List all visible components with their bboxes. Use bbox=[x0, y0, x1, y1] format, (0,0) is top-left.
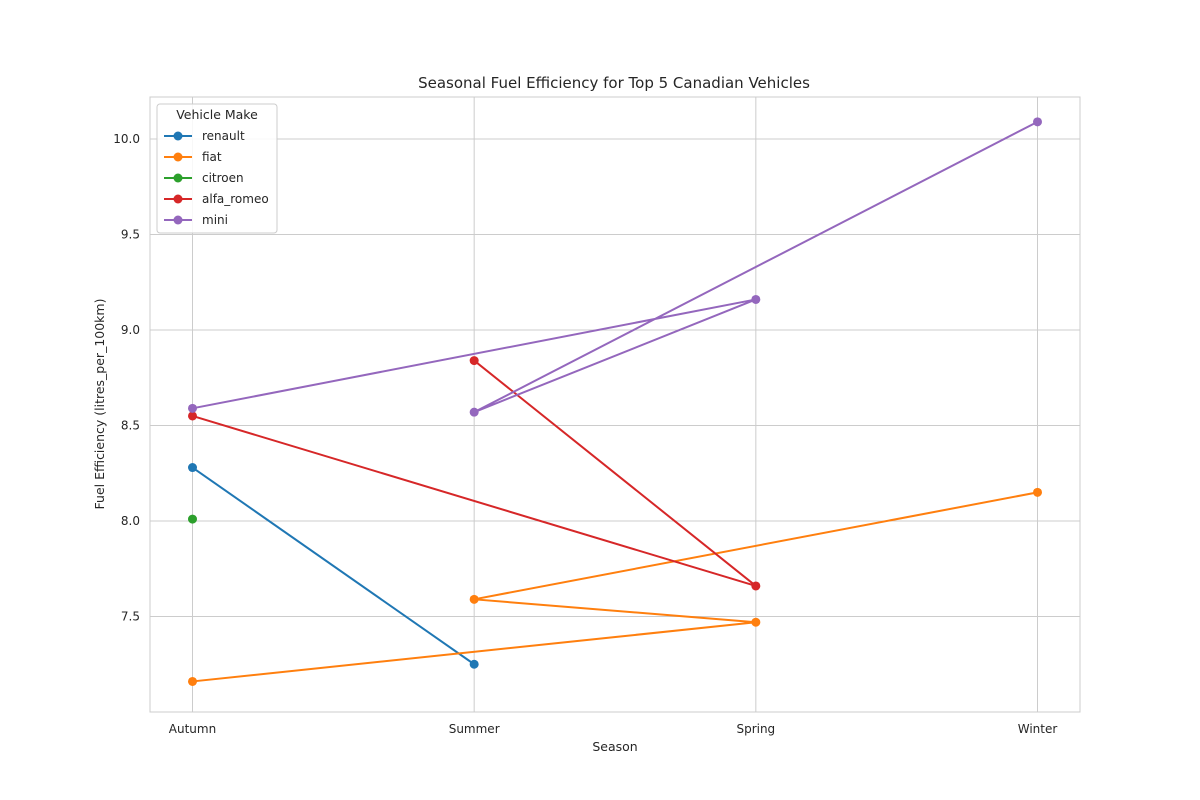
legend-label-mini: mini bbox=[202, 213, 228, 227]
x-tick-label: Winter bbox=[1018, 722, 1058, 736]
series-line-fiat bbox=[192, 491, 1038, 683]
y-tick-label: 8.5 bbox=[121, 419, 140, 433]
legend-marker-mini bbox=[173, 215, 183, 225]
series-citroen bbox=[188, 514, 197, 524]
legend-marker-alfa_romeo bbox=[173, 194, 183, 204]
legend-label-citroen: citroen bbox=[202, 171, 244, 185]
grid bbox=[150, 97, 1080, 712]
series-line-renault bbox=[191, 466, 475, 666]
data-point-fiat bbox=[188, 676, 197, 686]
y-tick-label: 8.0 bbox=[121, 514, 140, 528]
chart-title: Seasonal Fuel Efficiency for Top 5 Canad… bbox=[418, 74, 810, 92]
plot-area bbox=[149, 96, 1081, 713]
data-point-mini bbox=[1033, 117, 1042, 127]
x-axis-ticks: Autumn Summer Spring Winter bbox=[169, 722, 1058, 736]
legend-marker-fiat bbox=[173, 152, 183, 162]
legend: Vehicle Make renault fiat citroen alfa_rome… bbox=[156, 103, 278, 234]
x-tick-label: Autumn bbox=[169, 722, 216, 736]
data-point-alfa_romeo bbox=[751, 581, 761, 591]
legend-marker-renault bbox=[173, 131, 183, 141]
x-tick-label: Summer bbox=[449, 722, 500, 736]
legend-label-renault: renault bbox=[202, 129, 245, 143]
y-tick-label: 9.0 bbox=[121, 323, 140, 337]
data-point-fiat bbox=[751, 617, 761, 627]
series-alfa_romeo bbox=[188, 356, 761, 591]
legend-label-fiat: fiat bbox=[202, 150, 222, 164]
y-axis-ticks: 7.5 8.0 8.5 9.0 9.5 10.0 bbox=[113, 132, 140, 623]
y-tick-label: 10.0 bbox=[113, 132, 140, 146]
legend-title: Vehicle Make bbox=[176, 107, 258, 122]
series-fiat bbox=[188, 487, 1042, 686]
y-axis-label: Fuel Efficiency (litres_per_100km) bbox=[92, 299, 107, 510]
data-point-mini bbox=[188, 403, 197, 413]
series-renault bbox=[188, 463, 479, 669]
data-point-alfa_romeo bbox=[188, 411, 197, 421]
data-point-fiat bbox=[1033, 487, 1042, 497]
series-mini bbox=[188, 117, 1042, 417]
x-axis-label: Season bbox=[592, 739, 637, 754]
data-point-mini bbox=[751, 294, 761, 304]
y-tick-label: 7.5 bbox=[121, 610, 140, 624]
x-tick-label: Spring bbox=[736, 722, 775, 736]
data-point-renault bbox=[469, 659, 479, 669]
legend-label-alfa_romeo: alfa_romeo bbox=[202, 192, 269, 206]
data-point-renault bbox=[188, 463, 197, 473]
series bbox=[188, 117, 1042, 686]
y-tick-label: 9.5 bbox=[121, 228, 140, 242]
data-point-alfa_romeo bbox=[469, 356, 479, 366]
data-point-citroen bbox=[188, 514, 197, 524]
series-line-mini bbox=[192, 120, 1038, 414]
data-point-mini bbox=[469, 407, 479, 417]
data-point-fiat bbox=[469, 594, 479, 604]
legend-marker-citroen bbox=[173, 173, 183, 183]
